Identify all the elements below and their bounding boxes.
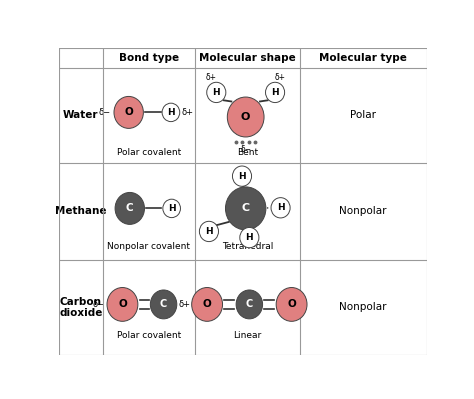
Text: δ−: δ− xyxy=(99,108,111,117)
Text: Molecular shape: Molecular shape xyxy=(199,53,296,63)
Text: Linear: Linear xyxy=(233,331,262,340)
Text: H: H xyxy=(212,88,220,97)
Text: C: C xyxy=(126,203,134,213)
Ellipse shape xyxy=(162,103,180,122)
Text: H: H xyxy=(205,227,213,236)
Text: O: O xyxy=(124,107,133,117)
Text: Nonpolar covalent: Nonpolar covalent xyxy=(108,242,191,251)
Ellipse shape xyxy=(114,97,143,128)
Ellipse shape xyxy=(150,290,177,319)
Text: Carbon
dioxide: Carbon dioxide xyxy=(59,297,102,318)
Ellipse shape xyxy=(276,288,307,321)
Text: H: H xyxy=(271,88,279,97)
Ellipse shape xyxy=(232,166,252,186)
Ellipse shape xyxy=(226,187,266,230)
Ellipse shape xyxy=(265,82,284,103)
Text: H: H xyxy=(168,204,175,213)
Ellipse shape xyxy=(207,82,226,103)
Ellipse shape xyxy=(240,227,259,248)
Text: H: H xyxy=(167,108,175,117)
Text: δ−: δ− xyxy=(240,145,251,154)
Text: δ−: δ− xyxy=(93,300,105,309)
Text: C: C xyxy=(246,299,253,309)
Ellipse shape xyxy=(115,192,145,224)
Text: C: C xyxy=(242,203,250,213)
Text: Nonpolar: Nonpolar xyxy=(339,206,387,217)
Text: O: O xyxy=(203,299,211,309)
Ellipse shape xyxy=(200,221,219,241)
Text: O: O xyxy=(287,299,296,309)
Text: δ+: δ+ xyxy=(205,73,216,82)
Text: Molecular type: Molecular type xyxy=(319,53,407,63)
Text: Bent: Bent xyxy=(237,148,258,157)
Text: Polar: Polar xyxy=(350,111,376,120)
Text: H: H xyxy=(238,172,246,181)
Text: O: O xyxy=(118,299,127,309)
Ellipse shape xyxy=(191,288,222,321)
Ellipse shape xyxy=(271,198,290,218)
Ellipse shape xyxy=(107,288,138,321)
Text: C: C xyxy=(160,299,167,309)
Ellipse shape xyxy=(228,97,264,137)
Text: Methane: Methane xyxy=(55,206,107,217)
Text: Polar covalent: Polar covalent xyxy=(117,148,181,157)
Text: H: H xyxy=(277,203,284,212)
Text: Polar covalent: Polar covalent xyxy=(117,331,181,340)
Text: Bond type: Bond type xyxy=(119,53,179,63)
Ellipse shape xyxy=(163,199,181,217)
Text: Tetrahedral: Tetrahedral xyxy=(222,242,273,251)
Text: Nonpolar: Nonpolar xyxy=(339,302,387,312)
Ellipse shape xyxy=(236,290,263,319)
Text: H: H xyxy=(246,233,253,242)
Text: δ+: δ+ xyxy=(182,108,194,117)
Text: δ+: δ+ xyxy=(275,73,286,82)
Text: Water: Water xyxy=(63,111,99,120)
Text: δ+: δ+ xyxy=(179,300,191,309)
Text: O: O xyxy=(241,112,250,122)
